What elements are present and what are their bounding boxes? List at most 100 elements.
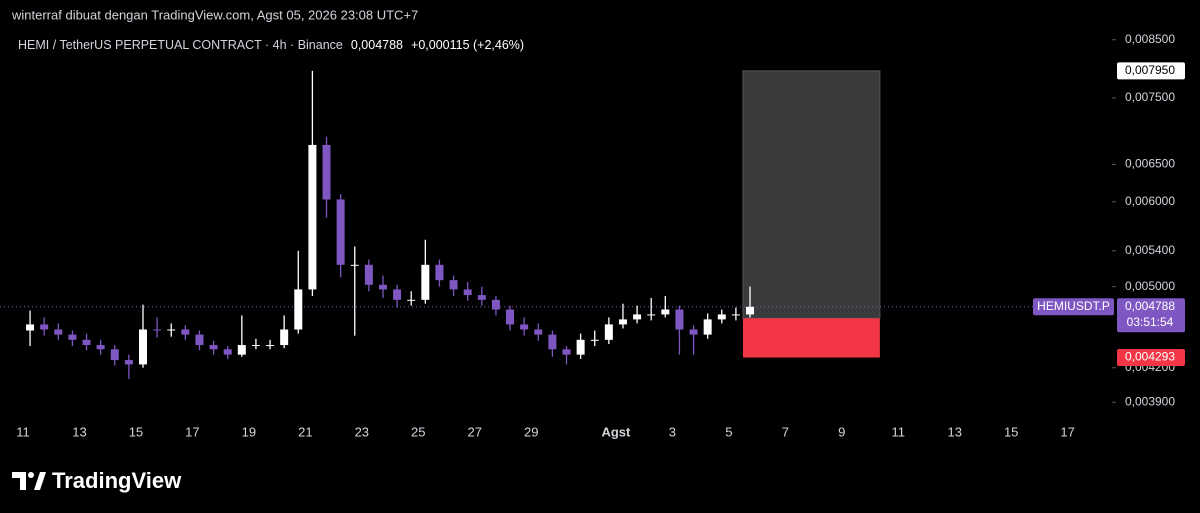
candle-body (506, 309, 515, 325)
x-tick-label: 13 (72, 424, 86, 439)
countdown: 03:51:54 (1127, 315, 1174, 329)
x-tick-label: 19 (242, 424, 256, 439)
y-tick-label: 0,008500 (1125, 32, 1175, 46)
price-change: +0,000115 (+2,46%) (411, 38, 524, 52)
x-tick-label: 27 (468, 424, 482, 439)
candle-body (689, 329, 698, 335)
candle-body (647, 314, 656, 316)
candle-body (251, 345, 260, 347)
logo (12, 472, 46, 490)
candle-body (82, 339, 91, 346)
candle-body (604, 324, 613, 340)
symbol: HEMI / TetherUS PERPETUAL CONTRACT · 4h … (18, 38, 343, 52)
candle-body (548, 334, 557, 350)
candle-body (54, 329, 63, 335)
x-tick-label: 9 (838, 424, 845, 439)
x-tick-label: 11 (891, 424, 905, 439)
candle-body (336, 199, 345, 265)
profit-zone (742, 70, 881, 319)
stop-label-box (1117, 349, 1185, 367)
candle-body (237, 345, 246, 355)
y-tick-label: 0,007500 (1125, 90, 1175, 104)
symbol-label: HEMIUSDT.P (1037, 299, 1110, 313)
last-price-label: 0,004788 (1125, 299, 1175, 313)
candle-body (110, 349, 119, 361)
candle-body (350, 264, 359, 266)
candle-body (364, 264, 373, 285)
loss-zone (742, 318, 880, 358)
x-tick-label: 21 (298, 424, 312, 439)
candle-body (703, 319, 712, 335)
y-tick-label: 0,005400 (1125, 243, 1175, 257)
symbol-box (1033, 298, 1114, 316)
candle-body (661, 309, 670, 315)
candle-body (26, 324, 35, 331)
candle-body (40, 324, 49, 330)
x-tick-label: 23 (355, 424, 369, 439)
candle-body (477, 295, 486, 300)
x-tick-label: Agst (601, 424, 631, 439)
candle-body (618, 319, 627, 325)
candle-body (407, 299, 416, 301)
candle-body (181, 329, 190, 335)
candle-body (675, 309, 684, 330)
x-tick-label: 5 (725, 424, 732, 439)
candle-body (96, 345, 105, 350)
target-label-box (1117, 62, 1185, 80)
candle-body (449, 280, 458, 290)
x-tick-label: 29 (524, 424, 538, 439)
candle-body (322, 144, 331, 200)
logo-mark (12, 472, 26, 490)
candle-body (463, 289, 472, 296)
candle-body (138, 329, 147, 365)
x-tick-label: 25 (411, 424, 425, 439)
candle-body (746, 306, 755, 315)
candle-body (520, 324, 529, 330)
candle-body (68, 334, 77, 340)
watermark: winterraf dibuat dengan TradingView.com,… (11, 7, 418, 22)
x-tick-label: 11 (16, 424, 30, 439)
candle-body (124, 360, 133, 365)
logo-slash (34, 472, 46, 490)
candle-body (562, 349, 571, 355)
candle-body (280, 329, 289, 346)
x-tick-label: 3 (669, 424, 676, 439)
candle-body (421, 264, 430, 300)
candle-body (576, 339, 585, 355)
x-tick-label: 7 (782, 424, 789, 439)
logo-dot (28, 472, 34, 478)
x-tick-label: 15 (1004, 424, 1018, 439)
candle-body (393, 289, 402, 300)
brand: TradingView (52, 468, 182, 493)
candle-body (435, 264, 444, 281)
candle-body (491, 299, 500, 310)
last-price-box (1117, 298, 1185, 333)
candle-body (590, 339, 599, 341)
candle-body (294, 289, 303, 330)
x-tick-label: 13 (947, 424, 961, 439)
candle-body (266, 345, 275, 347)
symbol-info: HEMI / TetherUS PERPETUAL CONTRACT · 4h … (18, 38, 524, 52)
target-label: 0,007950 (1125, 63, 1175, 77)
y-tick-label: 0,005000 (1125, 279, 1175, 293)
y-tick-label: 0,006500 (1125, 157, 1175, 171)
candle-body (731, 314, 740, 316)
candle-body (209, 345, 218, 350)
candle-body (534, 329, 543, 335)
candle-body (153, 329, 162, 331)
last-price: 0,004788 (351, 38, 403, 52)
candle-body (717, 314, 726, 320)
candle-body (167, 329, 176, 331)
candle-body (633, 314, 642, 320)
candle-body (308, 144, 317, 290)
x-tick-label: 15 (129, 424, 143, 439)
y-tick-label: 0,003900 (1125, 394, 1175, 408)
candle-body (223, 349, 232, 355)
candle-body (195, 334, 204, 346)
x-tick-label: 17 (185, 424, 199, 439)
x-tick-label: 17 (1060, 424, 1074, 439)
y-tick-label: 0,006000 (1125, 194, 1175, 208)
